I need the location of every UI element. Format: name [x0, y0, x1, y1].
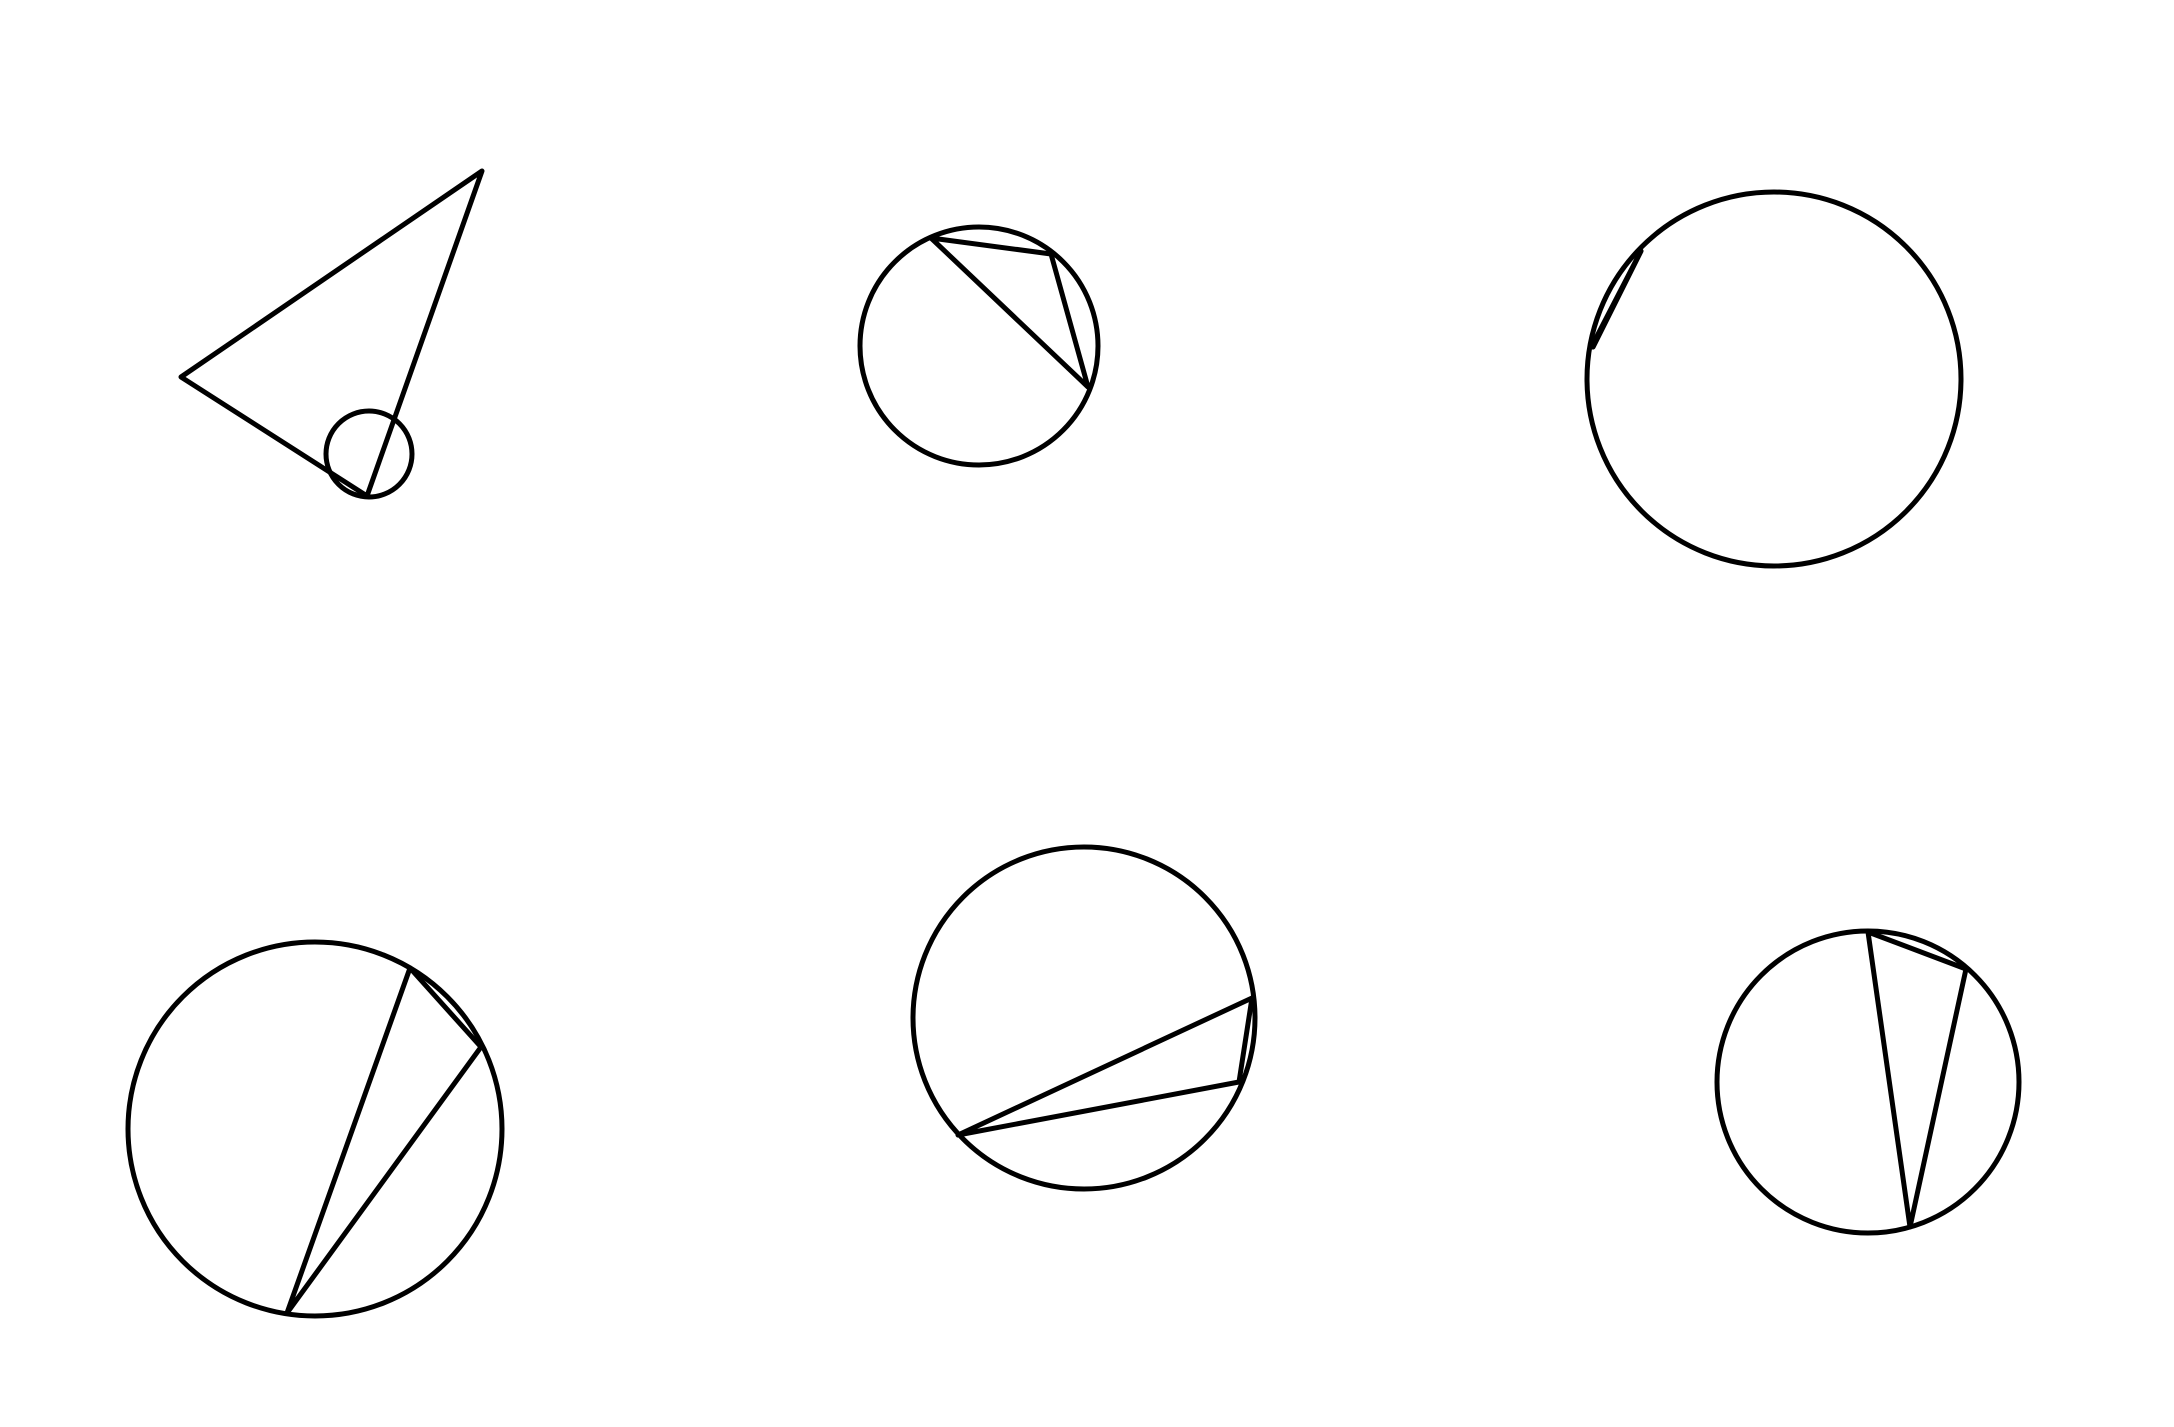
figure-circle-short-chord [1584, 189, 1964, 569]
triangle [178, 168, 485, 499]
circle [857, 224, 1101, 468]
figure-triangle-small-circle [178, 168, 485, 500]
chord [1590, 248, 1644, 350]
small-circle [323, 408, 415, 500]
inscribed-triangle [1865, 929, 1969, 1230]
inscribed-triangle [284, 965, 484, 1316]
filled-sliver [329, 471, 368, 497]
figure-circle-inscribed-triangle-bottom-center [910, 844, 1258, 1192]
figure-circle-inscribed-triangle-top [857, 224, 1101, 468]
figure-circle-two-chords-bottom-left [125, 939, 505, 1319]
inscribed-triangle [928, 235, 1091, 390]
circle [1584, 189, 1964, 569]
circle [1714, 928, 2022, 1236]
inscribed-triangle [955, 995, 1255, 1138]
circle [125, 939, 505, 1319]
figure-circle-inscribed-triangle-bottom-right [1714, 928, 2022, 1236]
circle [910, 844, 1258, 1192]
